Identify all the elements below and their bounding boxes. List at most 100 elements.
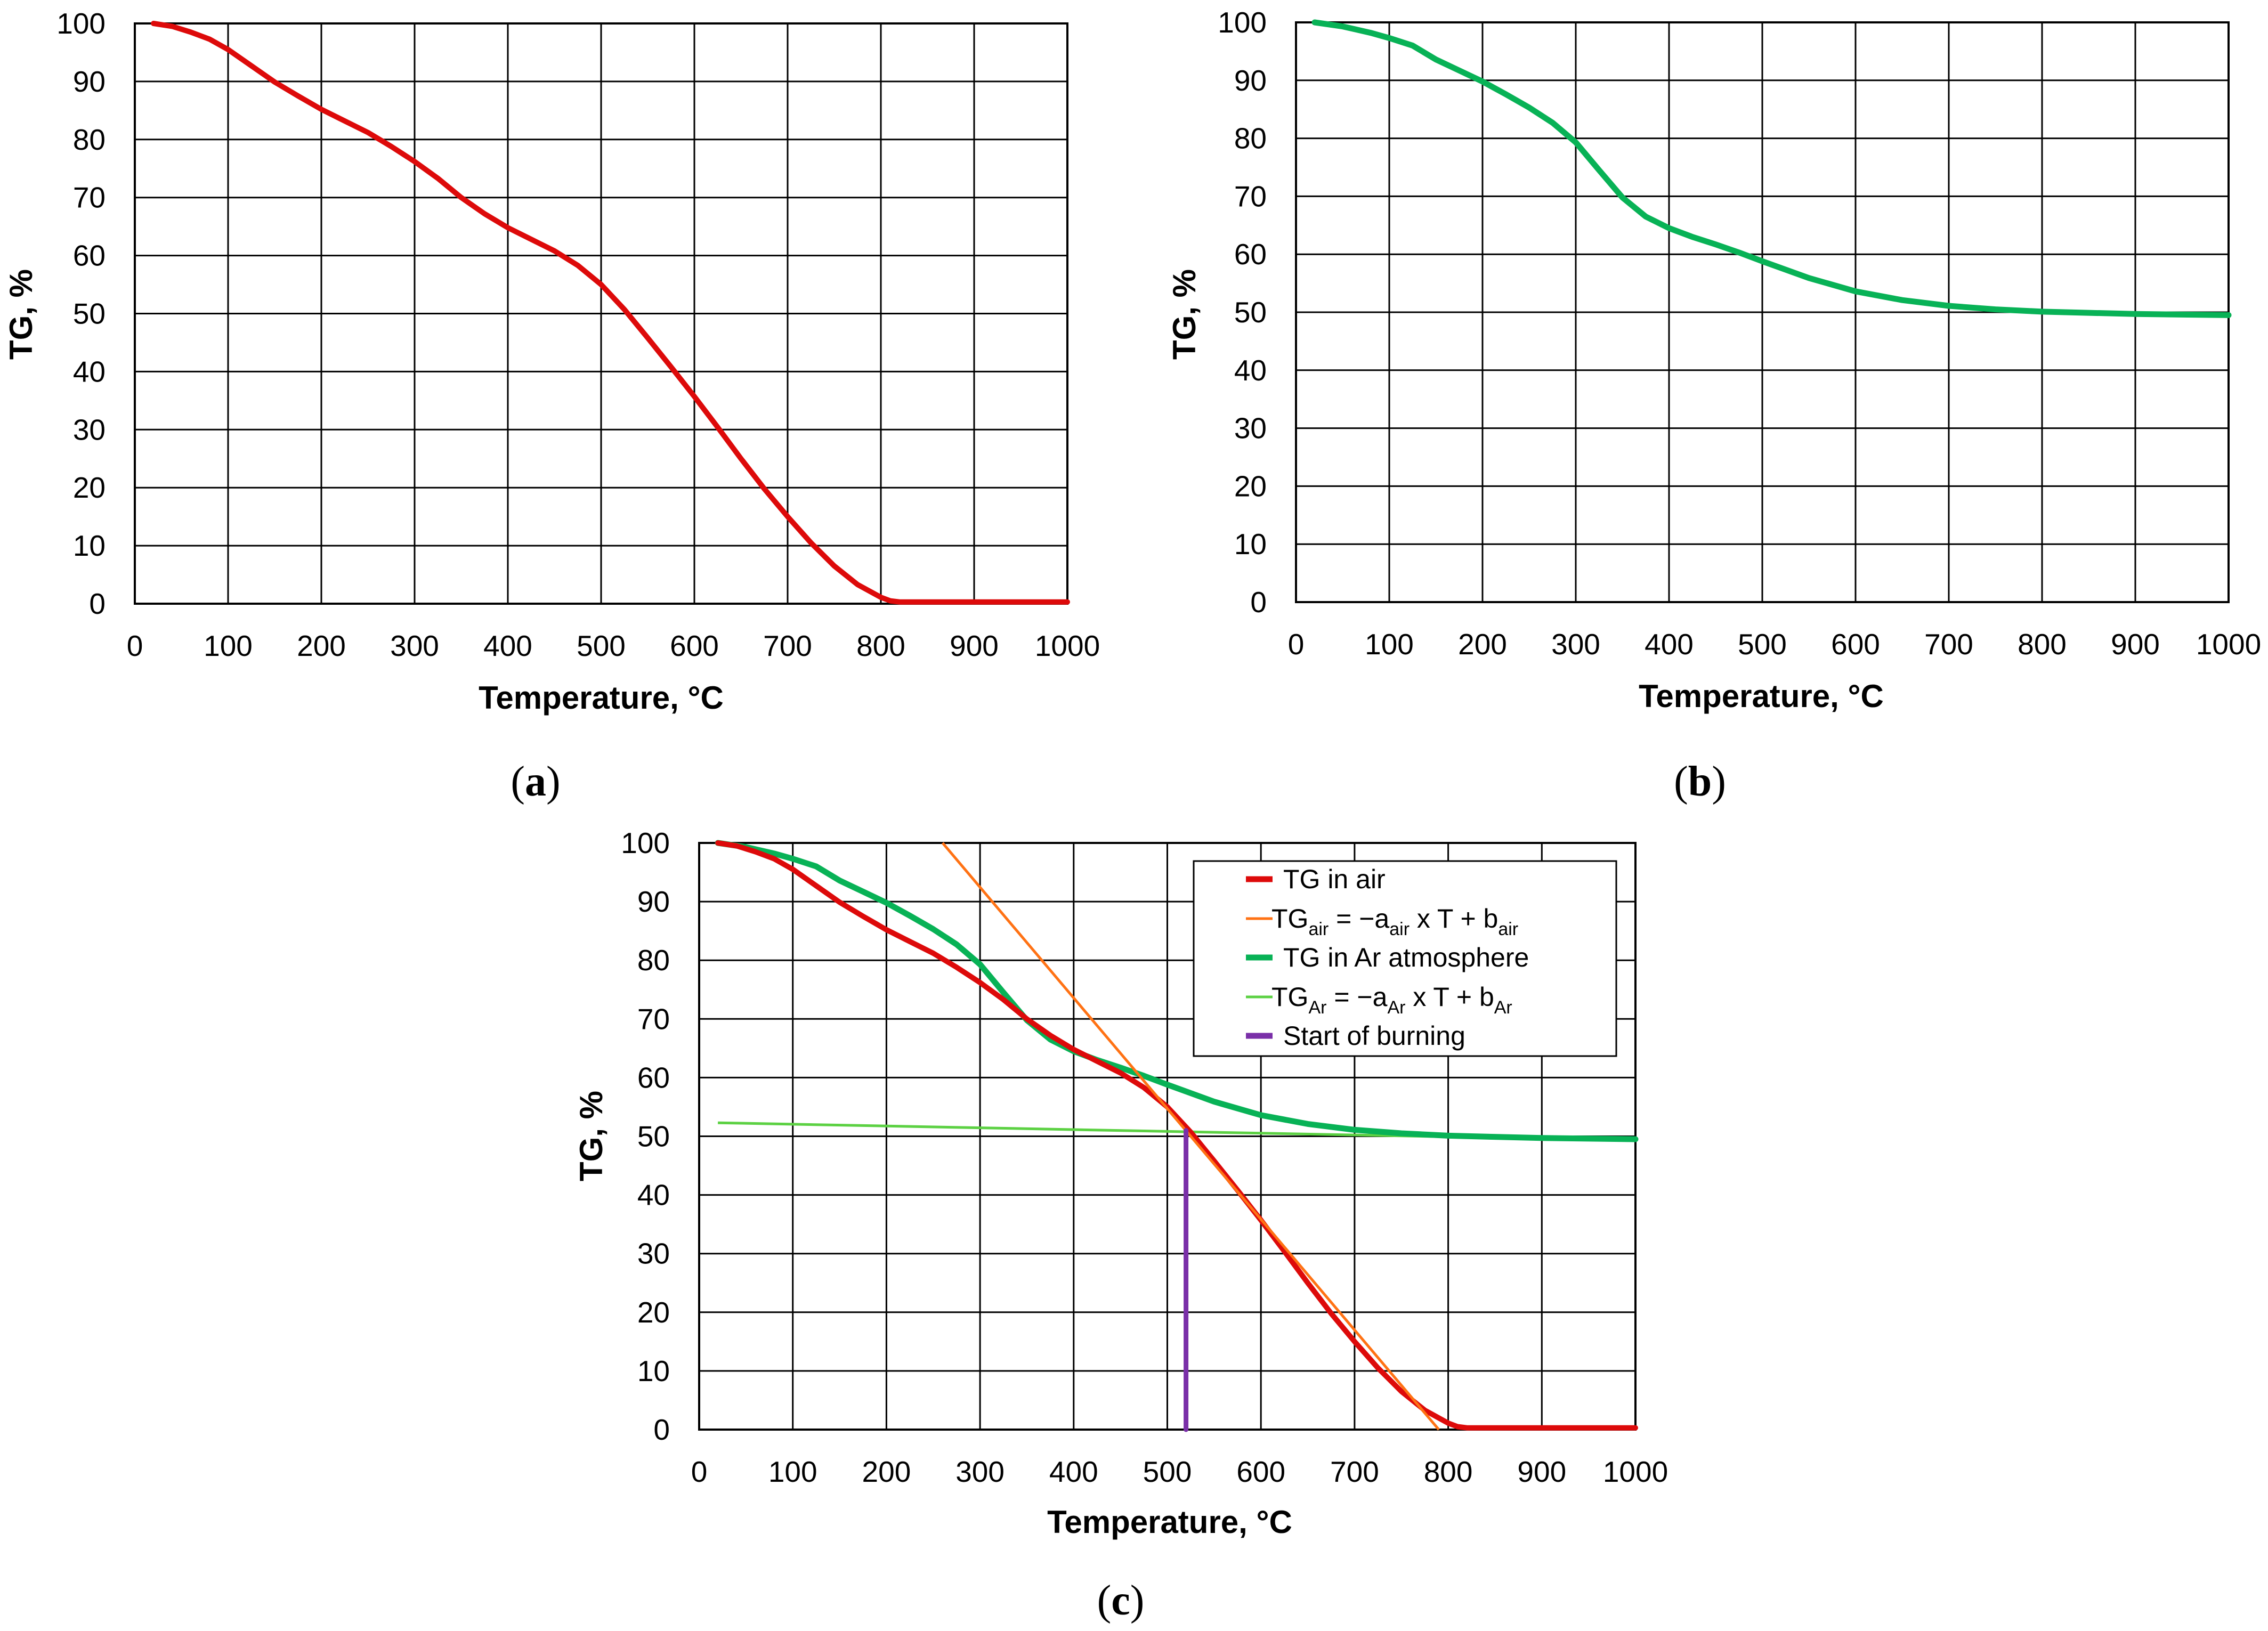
chart-a-y-tick-label: 70 <box>73 181 106 214</box>
chart-c-x-tick-label: 400 <box>1049 1455 1098 1488</box>
legend-tg-air-fit-mid2: x T + b <box>1410 904 1498 934</box>
chart-b-y-tick-label: 100 <box>1218 6 1267 39</box>
chart-a-x-tick-label: 500 <box>577 629 626 662</box>
chart-b-y-tick-label: 30 <box>1234 412 1267 445</box>
chart-b-x-tick-label: 800 <box>2018 628 2067 661</box>
chart-panel-c: 0 100 200 300 400 500 600 700 800 900 1000 0 10 20 30 4… <box>573 826 1668 1624</box>
chart-c-y-tick-label: 90 <box>637 885 670 918</box>
legend-tg-air-fit-sub2: air <box>1389 919 1410 939</box>
chart-b-y-tick-label: 40 <box>1234 354 1267 387</box>
legend-tg-ar-fit-mid2: x T + b <box>1405 982 1494 1012</box>
chart-b-x-tick-label: 200 <box>1458 628 1507 661</box>
chart-c-y-tick-label: 40 <box>637 1179 670 1212</box>
chart-b-x-tick-label: 100 <box>1365 628 1414 661</box>
chart-a-y-tick-label: 80 <box>73 123 106 156</box>
chart-c-x-axis-title: Temperature, °C <box>1047 1504 1292 1540</box>
chart-b-x-tick-label: 900 <box>2111 628 2160 661</box>
chart-b-x-tick-label: 300 <box>1551 628 1600 661</box>
chart-a-x-axis-title: Temperature, °C <box>479 680 724 716</box>
chart-a-x-tick-label: 300 <box>390 629 439 662</box>
chart-a-y-tick-label: 90 <box>73 65 106 98</box>
chart-c-x-tick-label: 100 <box>768 1455 817 1488</box>
chart-b-y-axis-title: TG, % <box>1167 269 1202 360</box>
legend-tg-air-fit-mid: = −a <box>1329 904 1389 934</box>
chart-a-x-tick-label: 0 <box>127 629 143 662</box>
chart-a-plot-frame <box>134 22 1068 605</box>
chart-a-y-tick-label: 0 <box>89 587 106 620</box>
chart-b-x-tick-label: 500 <box>1738 628 1787 661</box>
chart-c-y-tick-label: 10 <box>637 1354 670 1387</box>
chart-b-series-tg-ar <box>1311 19 2232 318</box>
chart-b-y-tick-label: 50 <box>1234 296 1267 329</box>
chart-b-y-tick-label: 20 <box>1234 469 1267 502</box>
chart-c-x-tick-label: 900 <box>1517 1455 1566 1488</box>
chart-c-y-tick-label: 0 <box>653 1413 670 1446</box>
chart-a-y-tick-label: 40 <box>73 355 106 388</box>
chart-a-x-tick-label: 900 <box>950 629 999 662</box>
chart-c-y-tick-label: 30 <box>637 1237 670 1270</box>
chart-a-y-axis-title: TG, % <box>3 269 39 360</box>
legend-label-tg-air: TG in air <box>1283 864 1386 894</box>
chart-c-y-tick-label: 80 <box>637 944 670 977</box>
chart-a-caption: (a) <box>511 758 560 805</box>
chart-b-x-axis-title: Temperature, °C <box>1639 678 1884 714</box>
chart-c-y-tick-label: 20 <box>637 1296 670 1329</box>
chart-b-y-tick-label: 90 <box>1234 64 1267 97</box>
legend-tg-ar-fit-base: TG <box>1271 982 1308 1012</box>
chart-a-y-tick-label: 10 <box>73 529 106 562</box>
chart-b-x-tick-label: 1000 <box>2196 628 2261 661</box>
chart-a-x-tick-label: 400 <box>483 629 532 662</box>
legend-tg-air-fit-sub1: air <box>1308 919 1329 939</box>
chart-c-x-tick-label: 200 <box>862 1455 911 1488</box>
chart-b-y-tick-label: 80 <box>1234 122 1267 155</box>
legend-label-tg-ar-fit: TGAr = −aAr x T + bAr <box>1271 982 1512 1018</box>
chart-panel-b: 0 100 200 300 400 500 600 700 800 900 1000 0 10 20 30 4… <box>1167 6 2261 805</box>
chart-c-y-tick-label: 70 <box>637 1002 670 1035</box>
chart-a-x-tick-label: 800 <box>856 629 905 662</box>
chart-c-x-tick-label: 1000 <box>1603 1455 1668 1488</box>
chart-c-y-tick-label: 60 <box>637 1061 670 1094</box>
chart-c-x-tick-label: 500 <box>1143 1455 1192 1488</box>
chart-b-caption-letter: b <box>1688 758 1712 805</box>
chart-b-caption: (b) <box>1674 758 1726 805</box>
chart-b-y-tick-label: 70 <box>1234 180 1267 213</box>
chart-c-x-tick-label: 700 <box>1330 1455 1379 1488</box>
legend-label-tg-air-fit: TGair = −aair x T + bair <box>1271 904 1518 939</box>
chart-a-y-tick-label: 60 <box>73 239 106 272</box>
chart-c-y-axis-title: TG, % <box>573 1091 609 1181</box>
chart-c-y-tick-label: 50 <box>637 1120 670 1153</box>
chart-a-x-tick-label: 200 <box>297 629 346 662</box>
chart-c-legend: TG in air TGair = −aair x T + bair TG in… <box>1193 860 1617 1057</box>
chart-c-x-tick-label: 300 <box>955 1455 1005 1488</box>
chart-b-x-tick-label: 0 <box>1288 628 1305 661</box>
chart-a-y-tick-label: 20 <box>73 471 106 504</box>
chart-panel-a: 0 100 200 300 400 500 600 700 800 900 1000 0 10 20 30 4… <box>3 7 1100 805</box>
chart-a-x-tick-label: 700 <box>763 629 812 662</box>
legend-tg-air-fit-sub3: air <box>1498 919 1518 939</box>
chart-a-y-tick-label: 100 <box>56 7 106 40</box>
chart-c-x-tick-label: 800 <box>1424 1455 1473 1488</box>
legend-tg-ar-fit-sub1: Ar <box>1308 997 1326 1018</box>
chart-c-series-tg-air-fit <box>941 842 1440 1431</box>
legend-tg-ar-fit-mid: = −a <box>1326 982 1387 1012</box>
chart-c-caption: (c) <box>1097 1577 1145 1624</box>
legend-tg-ar-fit-sub2: Ar <box>1387 997 1405 1018</box>
chart-b-x-tick-label: 700 <box>1924 628 1973 661</box>
chart-b-y-tick-label: 0 <box>1250 586 1267 619</box>
chart-c-caption-letter: c <box>1111 1577 1130 1624</box>
chart-c-x-tick-label: 600 <box>1236 1455 1285 1488</box>
legend-label-tg-ar: TG in Ar atmosphere <box>1283 943 1529 972</box>
chart-a-series-tg-air <box>151 21 1070 605</box>
chart-c-y-tick-label: 100 <box>621 826 670 859</box>
chart-b-x-tick-label: 600 <box>1831 628 1880 661</box>
chart-a-x-tick-label: 100 <box>204 629 253 662</box>
legend-label-start-of-burning: Start of burning <box>1283 1021 1465 1051</box>
chart-c-series-tg-air <box>715 840 1638 1431</box>
chart-a-y-tick-label: 30 <box>73 413 106 446</box>
chart-b-y-tick-label: 10 <box>1234 528 1267 561</box>
chart-b-x-tick-label: 400 <box>1645 628 1694 661</box>
legend-tg-air-fit-base: TG <box>1271 904 1308 934</box>
legend-tg-ar-fit-sub3: Ar <box>1494 997 1512 1018</box>
